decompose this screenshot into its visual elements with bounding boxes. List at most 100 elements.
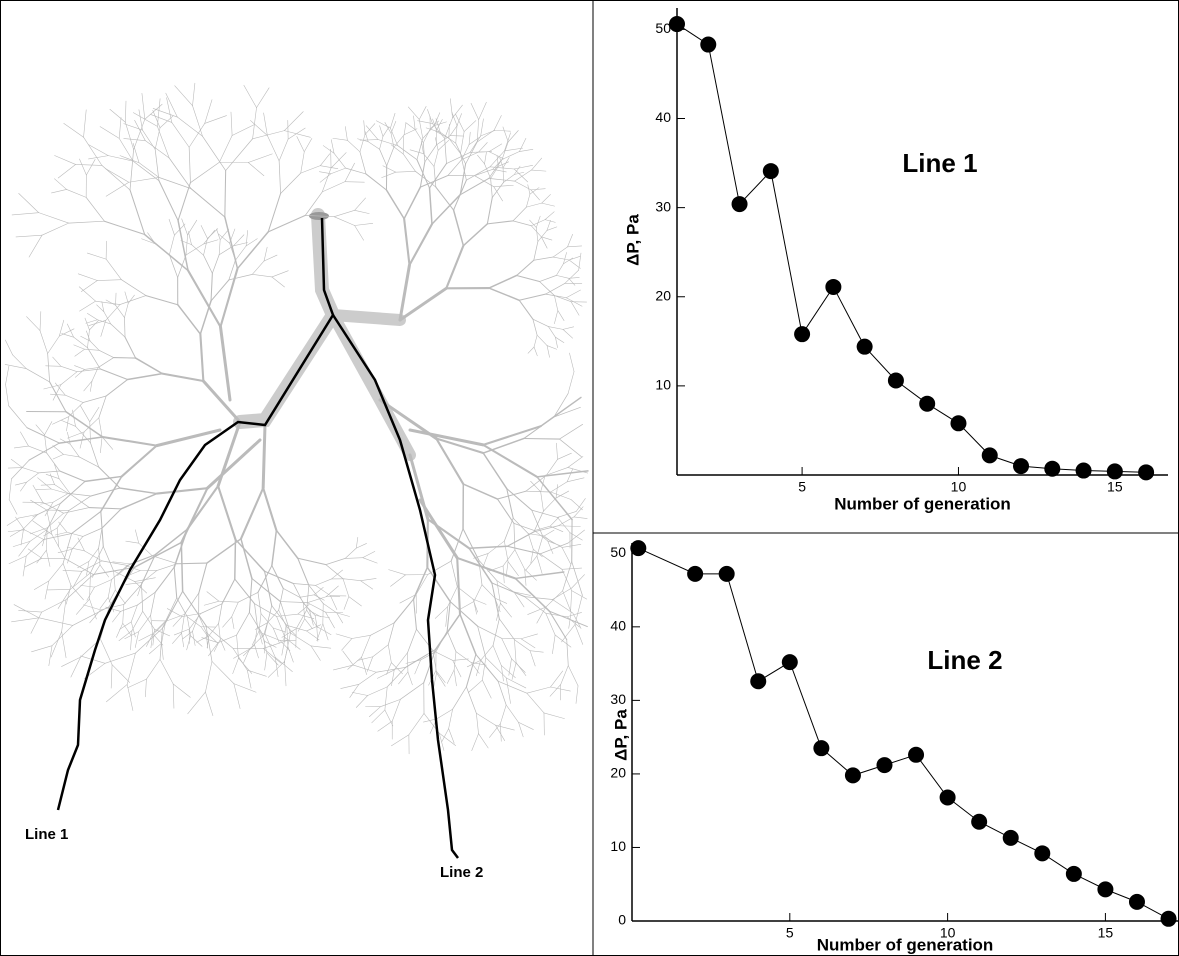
branch [57, 589, 71, 609]
branch [103, 311, 112, 325]
branch [497, 680, 528, 694]
branch [60, 371, 78, 385]
branch [203, 254, 213, 274]
branch [532, 318, 549, 327]
branch [150, 633, 154, 649]
branch [533, 525, 559, 533]
branch [529, 650, 536, 667]
branch [548, 610, 588, 628]
branch [314, 615, 331, 619]
branch [331, 569, 343, 580]
branch [561, 624, 576, 643]
branch [124, 317, 126, 338]
branch [47, 335, 60, 354]
branch [468, 545, 509, 549]
branch [213, 639, 221, 652]
branch [496, 155, 499, 167]
branch [527, 184, 531, 195]
branch [504, 147, 524, 152]
branch [256, 87, 270, 108]
branch [50, 488, 71, 495]
branch [152, 108, 178, 118]
branch [371, 709, 386, 724]
branch [284, 660, 287, 687]
branch [230, 111, 233, 136]
branch [105, 181, 130, 197]
branch [397, 145, 418, 161]
y-tick-label: 40 [655, 109, 671, 125]
branch [505, 704, 519, 723]
branch [556, 442, 558, 460]
branch [257, 592, 262, 615]
branch [555, 336, 558, 349]
branch [541, 236, 548, 249]
branch [276, 616, 286, 638]
branch [436, 672, 446, 687]
branch [477, 154, 485, 165]
branch [159, 627, 163, 660]
branch [138, 542, 153, 557]
branch [384, 122, 392, 134]
branch [322, 603, 338, 614]
branch [284, 637, 301, 650]
branch [557, 310, 565, 321]
branch [129, 189, 146, 236]
y-axis-label: ΔP, Pa [611, 709, 630, 761]
branch [84, 367, 99, 370]
branch [243, 84, 257, 108]
branch [575, 498, 586, 512]
branch [513, 523, 535, 531]
branch [186, 616, 191, 637]
branch [106, 684, 128, 703]
branch [36, 549, 47, 564]
branch [496, 580, 501, 604]
branch [527, 346, 535, 354]
branch [192, 631, 196, 646]
branch [508, 658, 512, 676]
branch [482, 452, 508, 490]
branch [141, 570, 158, 583]
branch [412, 566, 429, 600]
branch [482, 437, 525, 454]
branch [527, 533, 534, 550]
branch [233, 242, 248, 247]
branch [260, 613, 274, 629]
branch [105, 258, 122, 280]
branch [56, 510, 70, 529]
branch [537, 230, 548, 242]
branch [20, 528, 24, 546]
branch [372, 644, 389, 658]
branch [362, 551, 376, 558]
branch [472, 598, 478, 613]
branch [185, 234, 188, 256]
branch [22, 555, 27, 577]
branch [210, 272, 213, 302]
branch [380, 699, 401, 707]
branch [59, 470, 86, 482]
branch [94, 579, 112, 588]
branch [66, 416, 69, 432]
branch [38, 470, 61, 474]
branch [115, 304, 125, 318]
branch [450, 528, 464, 562]
marker [718, 565, 735, 582]
branch [263, 246, 268, 262]
branch [172, 616, 183, 627]
branch [500, 704, 507, 724]
branch [57, 164, 76, 179]
branch [526, 686, 551, 694]
marker [856, 338, 873, 355]
branch [550, 686, 571, 692]
branch [23, 514, 39, 529]
branch [552, 246, 568, 258]
branch [354, 197, 366, 211]
branch [560, 665, 569, 685]
branch [39, 311, 42, 331]
branch [546, 345, 550, 358]
branch [536, 227, 539, 242]
branch [361, 656, 367, 675]
branch [355, 543, 367, 549]
branch [556, 275, 570, 279]
branch [280, 601, 291, 634]
branch [526, 692, 545, 714]
